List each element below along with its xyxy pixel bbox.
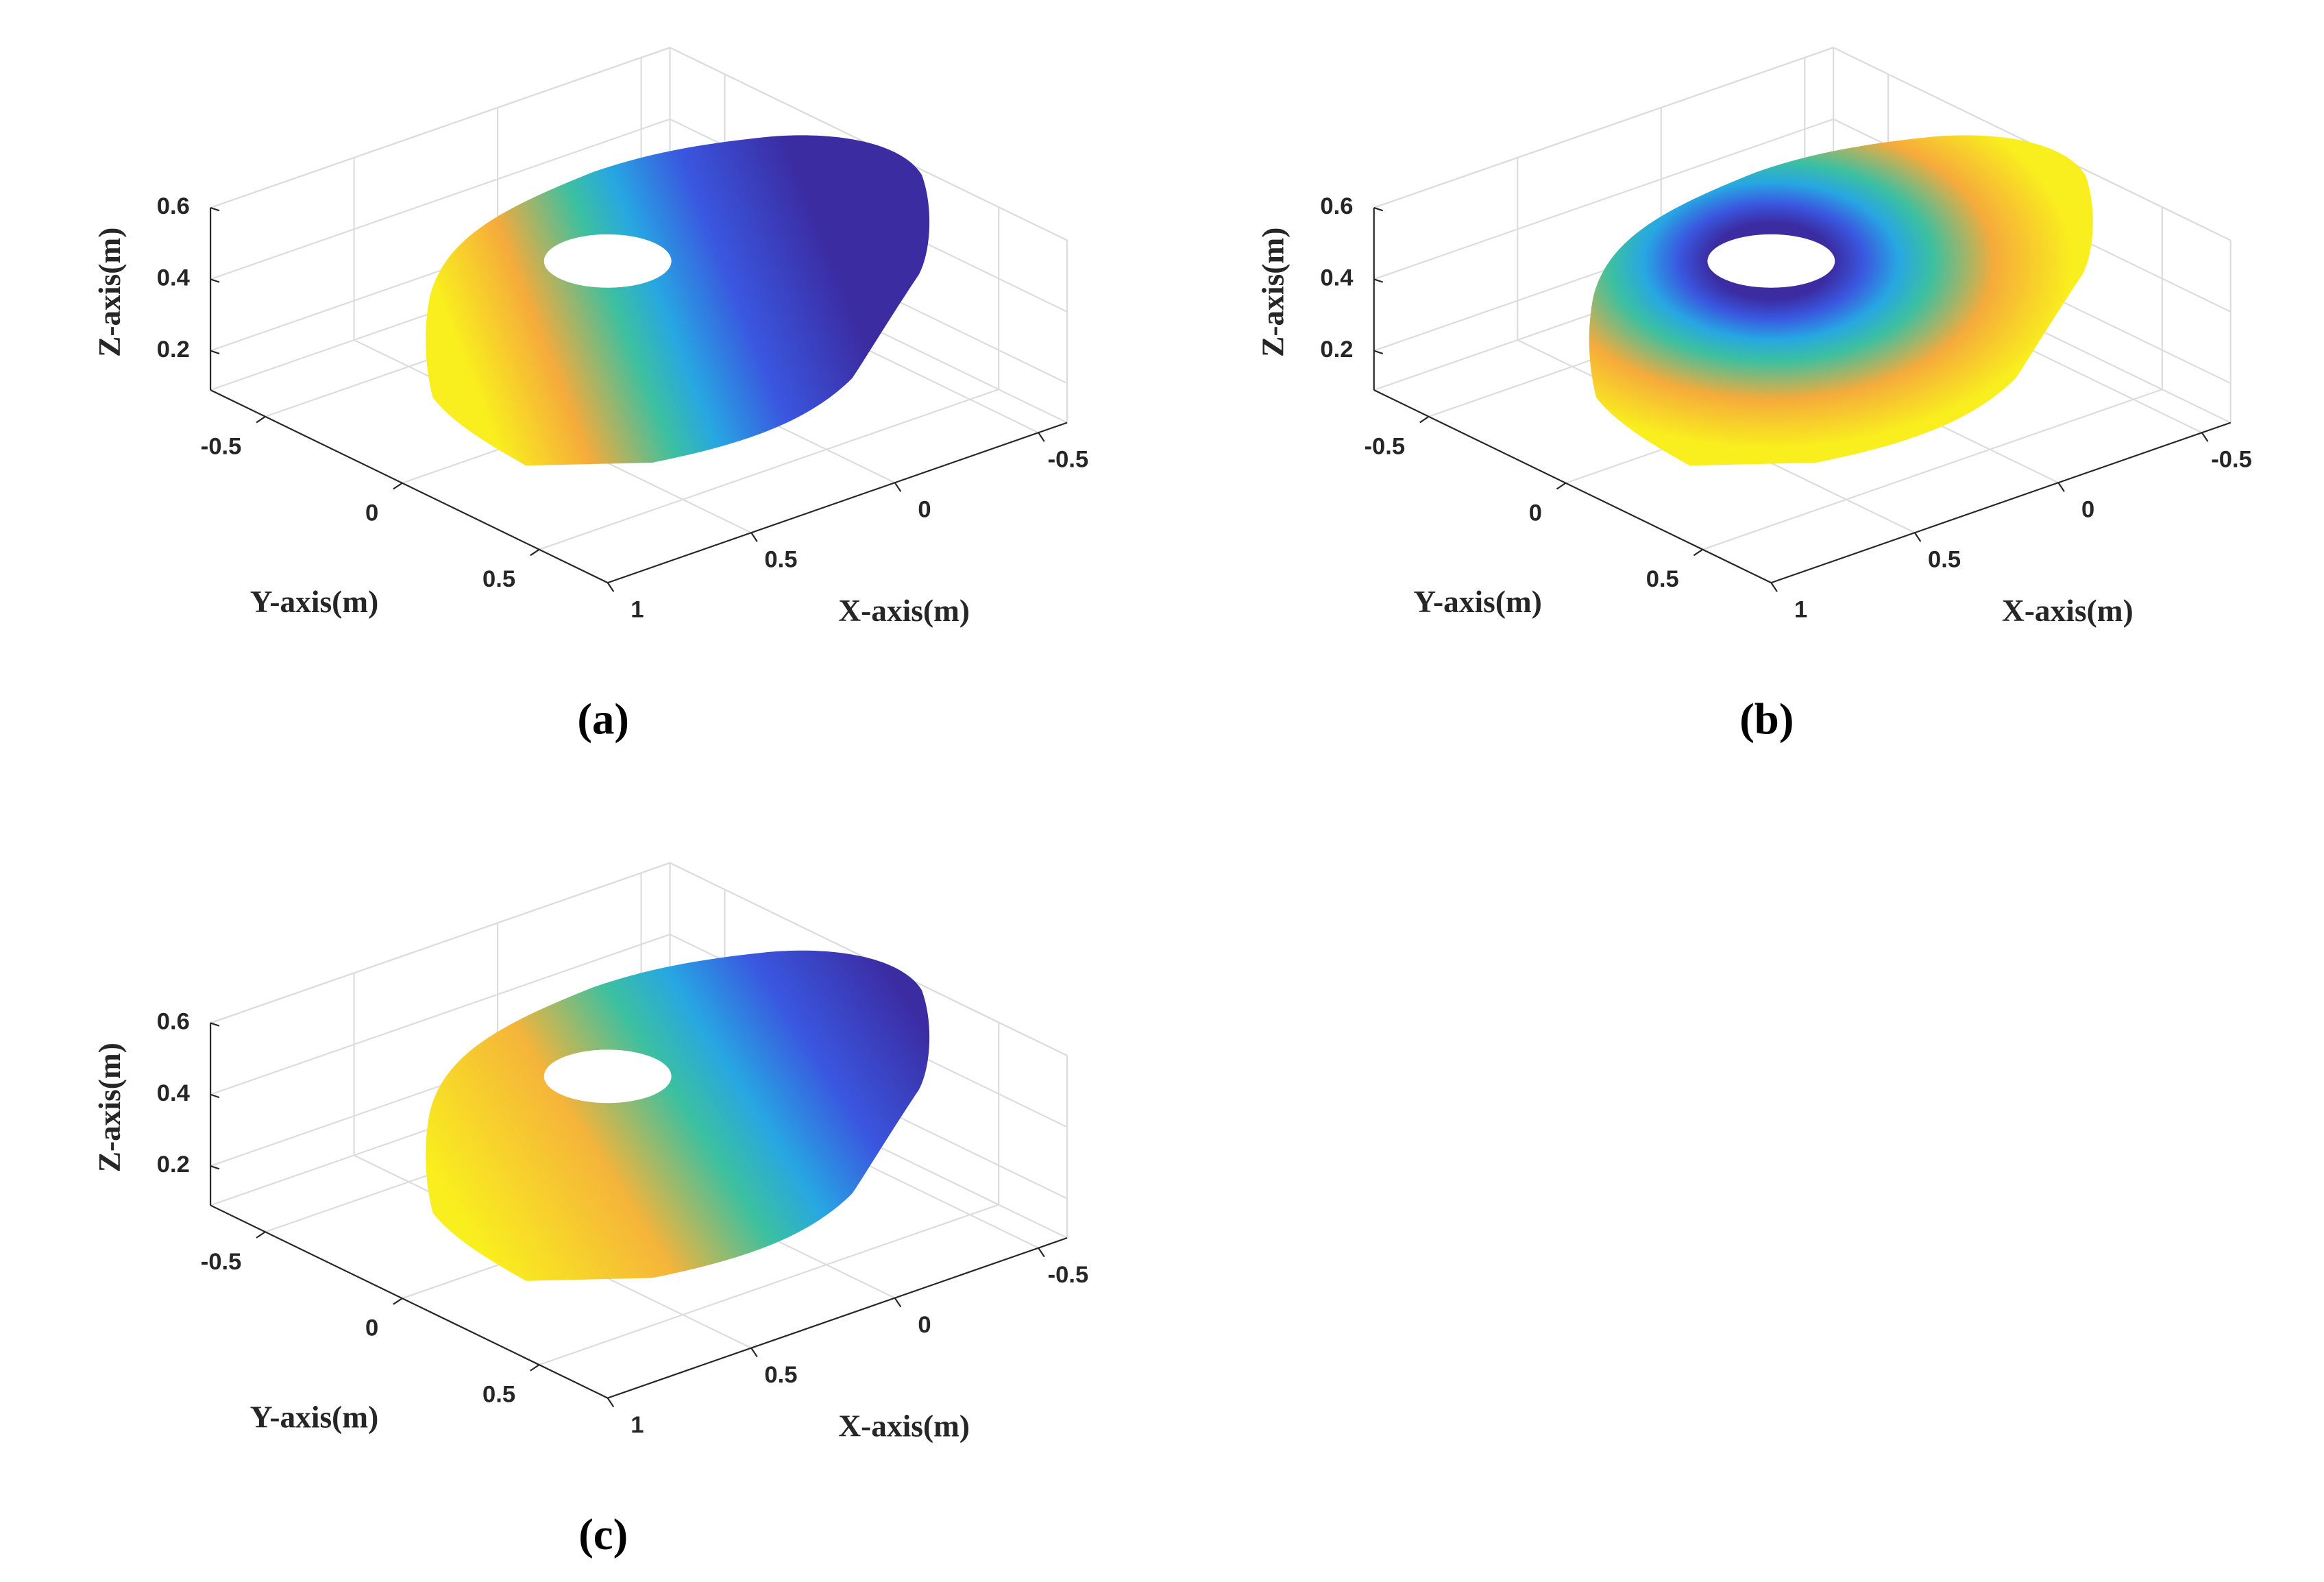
y-tick bbox=[530, 548, 540, 557]
x-tick-label: 0 bbox=[2081, 496, 2094, 522]
surface-hole bbox=[543, 234, 672, 288]
x-tick bbox=[2057, 482, 2065, 492]
z-tick-label: 0.6 bbox=[157, 1009, 190, 1035]
x-tick-label: 1 bbox=[631, 1412, 644, 1438]
grid-line bbox=[210, 47, 670, 209]
z-tick-label: 0.6 bbox=[1320, 193, 1353, 219]
panel: -0.5 0 0.5 1 -0.5 0 0.5 0.2 0.4 0.6 X-axis(m) Y-axi… bbox=[93, 47, 1088, 744]
panel-label: (a) bbox=[577, 694, 629, 744]
x-tick bbox=[750, 532, 758, 542]
z-tick-label: 0.4 bbox=[157, 265, 191, 291]
x-tick bbox=[894, 1298, 902, 1308]
y-tick bbox=[393, 482, 403, 490]
grid-line bbox=[1702, 389, 2163, 550]
x-tick bbox=[894, 482, 902, 492]
y-axis-label: Y-axis(m) bbox=[1413, 585, 1542, 619]
z-tick-label: 0.2 bbox=[1320, 337, 1353, 363]
y-tick-label: -0.5 bbox=[201, 433, 242, 459]
z-tick bbox=[210, 350, 220, 354]
y-tick-label: 0.5 bbox=[482, 1382, 515, 1408]
surface bbox=[426, 950, 930, 1281]
z-tick-label: 0.4 bbox=[157, 1080, 191, 1106]
x-tick bbox=[607, 582, 615, 592]
z-tick bbox=[1373, 206, 1384, 212]
y-tick-label: 0.5 bbox=[482, 566, 515, 592]
y-axis bbox=[210, 389, 609, 584]
y-axis bbox=[210, 1204, 609, 1399]
panel-label: (c) bbox=[578, 1510, 628, 1559]
surface bbox=[426, 135, 930, 466]
x-tick bbox=[607, 1397, 615, 1408]
y-tick-label: 0 bbox=[365, 500, 378, 526]
y-tick-label: 0.5 bbox=[1646, 566, 1679, 592]
y-axis bbox=[1373, 389, 1772, 584]
grid-line bbox=[210, 934, 670, 1095]
x-axis bbox=[1770, 422, 2231, 584]
y-tick bbox=[256, 1231, 266, 1239]
x-tick bbox=[2201, 432, 2209, 442]
z-tick bbox=[210, 1022, 220, 1027]
grid-line bbox=[210, 118, 670, 280]
panel: -0.5 0 0.5 1 -0.5 0 0.5 0.2 0.4 0.6 X-axis(m) Y-axi… bbox=[93, 862, 1089, 1559]
x-tick-label: 0.5 bbox=[1928, 546, 1961, 572]
y-tick bbox=[1419, 415, 1430, 424]
x-tick bbox=[1913, 532, 1922, 542]
surface-hole bbox=[1707, 234, 1835, 288]
y-tick bbox=[1556, 482, 1567, 490]
z-tick bbox=[210, 1165, 220, 1170]
z-axis-label: Z-axis(m) bbox=[93, 1043, 127, 1172]
x-tick bbox=[750, 1348, 758, 1358]
z-tick-label: 0.2 bbox=[157, 337, 190, 363]
grid-line bbox=[210, 862, 670, 1024]
x-tick-label: -0.5 bbox=[2211, 446, 2252, 472]
y-tick-label: 0 bbox=[1529, 500, 1542, 526]
z-tick bbox=[1373, 350, 1384, 354]
x-tick-label: 1 bbox=[1794, 596, 1807, 622]
x-tick-label: -0.5 bbox=[1048, 1262, 1089, 1288]
x-axis-label: X-axis(m) bbox=[838, 594, 970, 628]
grid-line bbox=[539, 1204, 999, 1366]
y-axis-label: Y-axis(m) bbox=[250, 1400, 379, 1434]
z-tick bbox=[210, 278, 220, 283]
x-axis-label: X-axis(m) bbox=[838, 1409, 970, 1443]
y-tick-label: -0.5 bbox=[201, 1249, 242, 1275]
z-tick bbox=[1373, 278, 1384, 283]
panel: -0.5 0 0.5 1 -0.5 0 0.5 0.2 0.4 0.6 X-axis(m) Y-axi… bbox=[1256, 47, 2252, 744]
x-tick-label: 0.5 bbox=[764, 546, 797, 572]
surface bbox=[1589, 135, 2093, 466]
x-tick-label: -0.5 bbox=[1048, 446, 1089, 472]
grid-line bbox=[539, 389, 999, 550]
z-tick bbox=[210, 206, 220, 212]
y-tick bbox=[530, 1364, 540, 1372]
y-axis-label: Y-axis(m) bbox=[250, 585, 379, 619]
grid-line bbox=[1373, 47, 1834, 209]
z-axis-label: Z-axis(m) bbox=[1256, 228, 1290, 357]
x-tick bbox=[1770, 582, 1778, 592]
z-tick-label: 0.4 bbox=[1320, 265, 1354, 291]
panel-label: (b) bbox=[1739, 694, 1794, 744]
x-tick-label: 0 bbox=[918, 1312, 931, 1338]
x-axis bbox=[607, 1237, 1068, 1399]
y-tick bbox=[393, 1298, 403, 1305]
grid-line bbox=[1373, 118, 1834, 280]
z-tick-label: 0.6 bbox=[157, 193, 190, 219]
y-tick bbox=[1693, 548, 1704, 557]
x-tick-label: 0.5 bbox=[764, 1362, 797, 1388]
x-tick-label: 0 bbox=[918, 496, 931, 522]
z-tick-label: 0.2 bbox=[157, 1152, 190, 1178]
y-tick-label: 0 bbox=[365, 1315, 378, 1341]
z-axis-label: Z-axis(m) bbox=[93, 228, 127, 357]
z-tick bbox=[210, 1093, 220, 1099]
x-tick-label: 1 bbox=[631, 596, 644, 622]
y-tick bbox=[256, 415, 266, 424]
x-tick bbox=[1038, 432, 1045, 442]
surface-hole bbox=[543, 1049, 672, 1104]
x-tick bbox=[1038, 1248, 1045, 1258]
x-axis-label: X-axis(m) bbox=[2002, 594, 2133, 628]
y-tick-label: -0.5 bbox=[1364, 433, 1405, 459]
x-axis bbox=[607, 422, 1068, 584]
